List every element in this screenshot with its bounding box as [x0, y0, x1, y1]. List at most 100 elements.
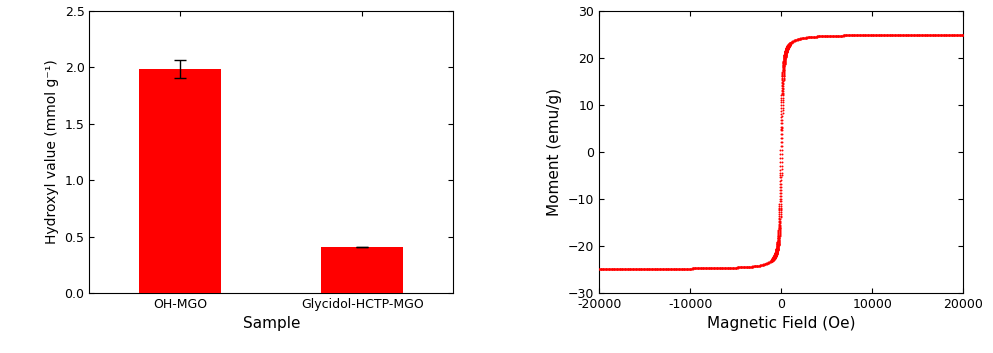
- Point: [910, 32, 925, 37]
- Point: [872, 32, 888, 38]
- Point: [698, 265, 714, 271]
- Point: [766, 256, 781, 262]
- Point: [821, 33, 837, 39]
- Point: [884, 32, 900, 38]
- Point: [706, 265, 722, 271]
- Point: [704, 265, 720, 271]
- Point: [766, 254, 781, 260]
- Point: [803, 34, 819, 40]
- Point: [908, 32, 923, 37]
- Point: [826, 33, 842, 38]
- Point: [906, 32, 922, 37]
- Point: [769, 250, 784, 256]
- Point: [745, 264, 761, 269]
- Point: [820, 33, 836, 39]
- Point: [771, 242, 786, 247]
- Point: [618, 266, 634, 272]
- Point: [883, 32, 899, 38]
- Point: [787, 37, 803, 43]
- Point: [768, 254, 783, 260]
- Point: [762, 259, 778, 265]
- Point: [777, 64, 792, 69]
- Point: [616, 266, 632, 272]
- Point: [781, 43, 797, 49]
- Point: [841, 32, 857, 38]
- Point: [885, 32, 901, 38]
- Point: [775, 66, 790, 72]
- Point: [772, 229, 787, 235]
- Point: [698, 265, 714, 271]
- Point: [778, 47, 793, 53]
- Point: [634, 266, 649, 272]
- Point: [862, 32, 878, 38]
- Point: [771, 234, 786, 239]
- Point: [775, 74, 790, 79]
- Point: [912, 32, 927, 37]
- Point: [620, 266, 636, 272]
- Point: [771, 227, 786, 232]
- Point: [772, 207, 787, 212]
- Point: [769, 252, 784, 257]
- Point: [621, 266, 637, 272]
- Point: [756, 262, 772, 267]
- Point: [788, 37, 804, 42]
- Point: [934, 32, 950, 37]
- Point: [638, 266, 653, 272]
- Point: [777, 64, 792, 70]
- Point: [781, 43, 797, 48]
- Point: [598, 266, 614, 272]
- Point: [624, 266, 639, 272]
- Point: [776, 75, 791, 80]
- Point: [728, 265, 744, 270]
- Point: [767, 251, 782, 257]
- Point: [780, 44, 795, 50]
- Point: [778, 53, 793, 58]
- Point: [765, 257, 780, 263]
- Point: [773, 159, 788, 165]
- Point: [778, 49, 793, 55]
- Point: [936, 32, 952, 37]
- Point: [932, 32, 948, 37]
- Point: [673, 266, 689, 271]
- Point: [942, 32, 958, 37]
- Point: [949, 32, 965, 37]
- Point: [632, 266, 647, 272]
- Point: [781, 41, 797, 47]
- Point: [760, 261, 776, 266]
- Point: [779, 48, 794, 54]
- Point: [766, 254, 781, 259]
- Point: [776, 58, 791, 64]
- Point: [699, 265, 715, 271]
- Point: [764, 258, 780, 264]
- Point: [719, 265, 735, 271]
- Point: [780, 44, 796, 49]
- Point: [931, 32, 947, 37]
- Point: [799, 34, 815, 40]
- Point: [717, 265, 733, 271]
- Point: [768, 253, 783, 258]
- Point: [776, 86, 791, 92]
- Point: [841, 32, 857, 38]
- Point: [619, 266, 635, 272]
- Point: [902, 32, 918, 38]
- Point: [768, 254, 783, 260]
- Point: [745, 264, 761, 269]
- Point: [765, 257, 780, 263]
- Point: [680, 266, 696, 271]
- Point: [767, 252, 782, 258]
- Point: [906, 32, 922, 37]
- Point: [602, 266, 618, 272]
- Point: [919, 32, 934, 37]
- Point: [870, 32, 886, 38]
- Point: [692, 265, 708, 271]
- Point: [888, 32, 904, 38]
- Point: [781, 41, 797, 47]
- Point: [921, 32, 936, 37]
- Point: [667, 266, 683, 271]
- Point: [776, 62, 791, 67]
- Point: [774, 190, 789, 196]
- Point: [770, 240, 785, 245]
- Point: [778, 53, 793, 59]
- Point: [732, 264, 748, 270]
- Point: [775, 114, 790, 119]
